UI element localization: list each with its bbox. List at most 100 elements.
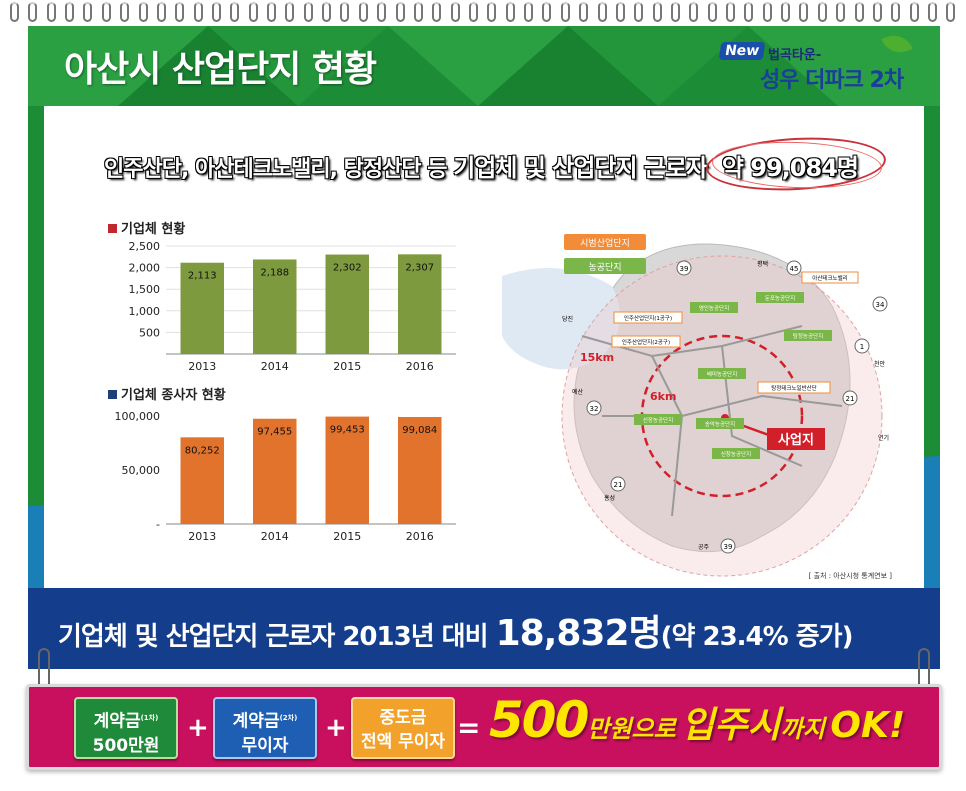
companies-ytick: 2,000 bbox=[129, 262, 161, 275]
employees-chart-title-text: 기업체 종사자 현황 bbox=[121, 388, 226, 403]
plus-sign-2: + bbox=[325, 713, 347, 743]
site-baeksam: 배미농공단지 bbox=[707, 370, 737, 378]
site-inju-2: 인주산업단지(2공구) bbox=[622, 338, 670, 346]
industrial-map: 시범산업단지 농공단지 15km 6km 사업지 [ 출처 : 아산시청 통계연… bbox=[502, 234, 893, 580]
navy-square-icon bbox=[108, 390, 117, 399]
promo-box2-line2: 무이자 bbox=[241, 735, 289, 756]
route-1: 1 bbox=[860, 343, 864, 351]
city-hongseong: 홍성 bbox=[604, 494, 615, 502]
companies-bar-chart: 2,500 2,000 1,500 1,000 500 2,113 2013 2,188 201… bbox=[129, 240, 456, 373]
employees-bar bbox=[180, 437, 224, 524]
spiral-ring bbox=[505, 2, 515, 22]
spiral-ring bbox=[487, 2, 497, 22]
result-until: 까지 bbox=[780, 715, 825, 743]
companies-data-label: 2,113 bbox=[188, 271, 217, 282]
headline: 인주산단, 아산테크노밸리, 탕정산단 등 기업체 및 산업단지 근로자 약 9… bbox=[104, 148, 859, 183]
site-tangjeong: 탕정농공단지 bbox=[793, 332, 823, 340]
employees-ytick: 50,000 bbox=[122, 464, 161, 477]
promo-box2-line1: 계약금 bbox=[232, 711, 280, 732]
employees-category-label: 2013 bbox=[188, 530, 216, 543]
companies-category-label: 2013 bbox=[188, 360, 216, 373]
spiral-ring bbox=[156, 2, 166, 22]
companies-bar bbox=[325, 254, 369, 354]
page-title: 아산시 산업단지 현황 bbox=[64, 49, 377, 90]
promo-box1-line2: 500만원 bbox=[92, 735, 160, 756]
city-pyeongtaek: 평택 bbox=[757, 260, 768, 268]
employees-ytick: 100,000 bbox=[115, 410, 161, 423]
employees-category-label: 2014 bbox=[261, 530, 289, 543]
employees-ytick: - bbox=[156, 518, 160, 531]
spiral-ring bbox=[817, 2, 827, 22]
summary-bar: 기업체 및 산업단지 근로자 2013년 대비 18,832명(약 23.4% … bbox=[28, 588, 940, 669]
employees-bar bbox=[253, 418, 297, 524]
promo-result: 500만원으로 입주시까지 OK! bbox=[489, 691, 905, 749]
employees-bar bbox=[398, 416, 442, 524]
result-number: 500 bbox=[489, 691, 589, 749]
promo-box-deposit1: 계약금(1차) 500만원 bbox=[74, 697, 178, 759]
spiral-ring bbox=[799, 2, 809, 22]
promo-box-deposit2: 계약금(2차) 무이자 bbox=[213, 697, 317, 759]
logo-subtitle: 법곡타운- bbox=[768, 48, 822, 63]
spiral-ring bbox=[579, 2, 589, 22]
site-sinchang: 신창농공단지 bbox=[721, 450, 751, 458]
companies-bar bbox=[398, 254, 442, 354]
result-move-in: 입주시 bbox=[681, 705, 781, 746]
spiral-ring bbox=[138, 2, 148, 22]
employees-data-label: 99,084 bbox=[402, 425, 437, 436]
spiral-ring bbox=[468, 2, 478, 22]
city-dangjin: 당진 bbox=[562, 315, 573, 323]
promo-box1-line1: 계약금 bbox=[93, 711, 141, 732]
spiral-ring bbox=[891, 2, 901, 22]
spiral-ring bbox=[781, 2, 791, 22]
spiral-ring bbox=[211, 2, 221, 22]
spiral-ring bbox=[340, 2, 350, 22]
site-label: 사업지 bbox=[778, 432, 814, 448]
site-yeongin: 영인농공단지 bbox=[699, 304, 729, 312]
spiral-ring bbox=[634, 2, 644, 22]
result-unit: 만원으로 bbox=[587, 715, 676, 743]
spiral-ring bbox=[652, 2, 662, 22]
promo-box1-sup: (1차) bbox=[140, 714, 159, 722]
equals-sign: = bbox=[457, 711, 481, 744]
companies-ytick: 1,500 bbox=[129, 283, 161, 296]
logo-new-badge: New bbox=[718, 42, 766, 60]
spiral-ring bbox=[726, 2, 736, 22]
employees-data-label: 97,455 bbox=[257, 427, 292, 438]
spiral-ring bbox=[101, 2, 111, 22]
route-39-bottom: 39 bbox=[724, 543, 733, 551]
spiral-ring bbox=[413, 2, 423, 22]
spiral-ring bbox=[28, 2, 38, 22]
companies-ytick: 500 bbox=[139, 326, 160, 339]
site-songak: 송악농공단지 bbox=[705, 420, 735, 428]
city-yeongi: 연기 bbox=[878, 434, 889, 442]
promo-box3-line2: 전액 무이자 bbox=[360, 732, 446, 752]
spiral-ring bbox=[175, 2, 185, 22]
brand-logo: New 법곡타운- 성우 더파크 2차 bbox=[718, 30, 920, 94]
headline-part2: 기업체 및 산업단지 근로자 bbox=[453, 154, 708, 182]
spiral-ring bbox=[377, 2, 387, 22]
result-ok: OK! bbox=[830, 705, 906, 746]
spiral-ring bbox=[854, 2, 864, 22]
employees-data-label: 99,453 bbox=[330, 425, 365, 436]
presentation-board: 아산시 산업단지 현황 New 법곡타운- 성우 더파크 2차 인주산단, 아산… bbox=[28, 26, 940, 669]
spiral-ring bbox=[927, 2, 937, 22]
promo-box-interim: 중도금 전액 무이자 bbox=[351, 697, 455, 759]
legend-industrial: 시범산업단지 bbox=[580, 238, 630, 249]
route-39-top: 39 bbox=[680, 265, 689, 273]
spiral-ring bbox=[946, 2, 956, 22]
promo-banner: 계약금(1차) 500만원 + 계약금(2차) 무이자 + 중도금 전액 무이자… bbox=[26, 684, 942, 770]
spiral-ring bbox=[285, 2, 295, 22]
spiral-ring bbox=[872, 2, 882, 22]
spiral-ring bbox=[358, 2, 368, 22]
companies-category-label: 2014 bbox=[261, 360, 289, 373]
companies-bar bbox=[253, 259, 297, 354]
companies-data-label: 2,188 bbox=[260, 267, 289, 278]
map-source: [ 출처 : 아산시청 통계연보 ] bbox=[809, 571, 893, 580]
companies-chart-title: 기업체 현황 bbox=[108, 218, 185, 237]
spiral-ring bbox=[542, 2, 552, 22]
spiral-ring bbox=[65, 2, 75, 22]
legend-agro: 농공단지 bbox=[588, 262, 621, 273]
companies-category-label: 2016 bbox=[406, 360, 434, 373]
spiral-binding bbox=[10, 2, 956, 24]
spiral-ring bbox=[10, 2, 19, 22]
